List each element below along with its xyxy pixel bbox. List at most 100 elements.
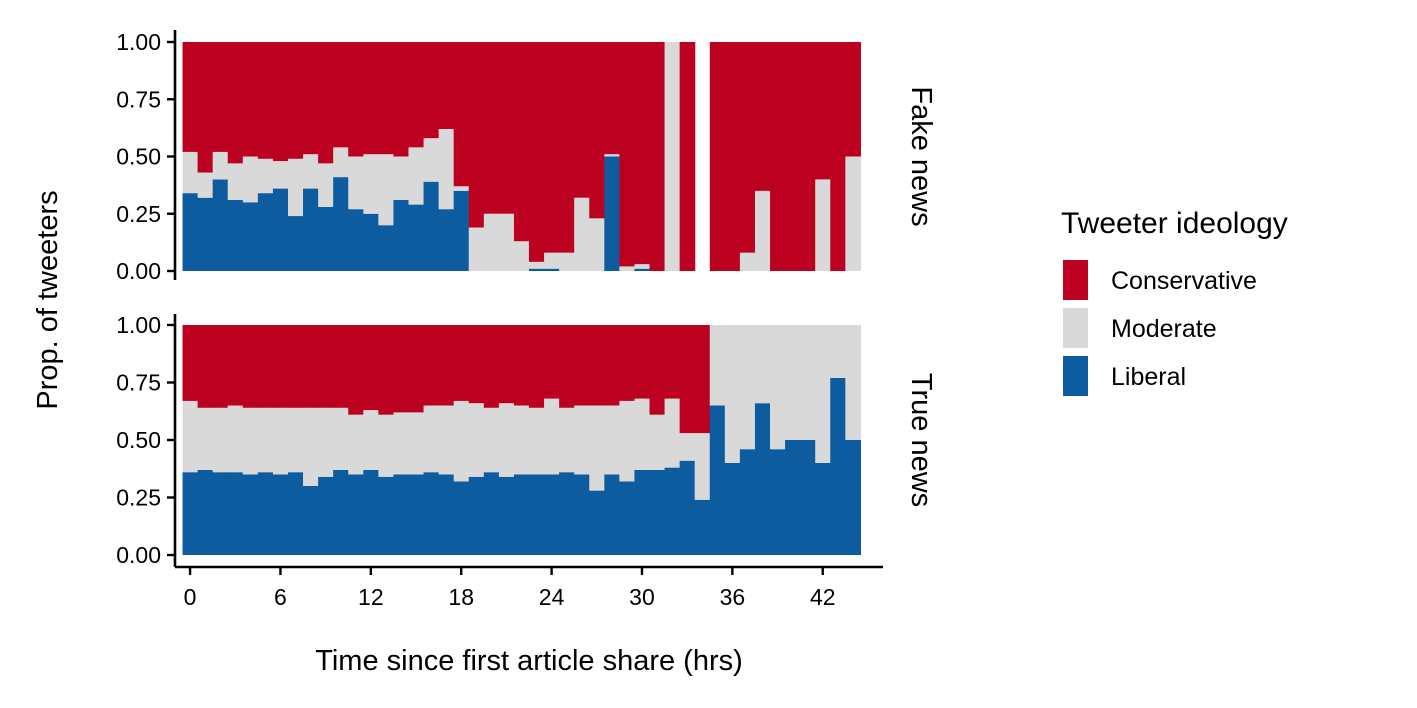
bar-moderate bbox=[363, 154, 379, 214]
bar-moderate bbox=[559, 407, 575, 473]
bar-moderate bbox=[227, 163, 244, 201]
bar-conservative bbox=[468, 42, 485, 228]
x-axis-title: Time since first article share (hrs) bbox=[315, 645, 743, 677]
bar-conservative bbox=[800, 42, 816, 271]
bar-liberal bbox=[408, 204, 425, 271]
x-tick-label: 24 bbox=[539, 584, 565, 610]
bar-liberal bbox=[212, 179, 229, 271]
bar-moderate bbox=[513, 405, 530, 475]
bar-liberal bbox=[544, 268, 560, 271]
bar-liberal bbox=[649, 469, 666, 555]
bar-moderate bbox=[393, 412, 410, 475]
y-tick-label: 0.25 bbox=[116, 201, 161, 227]
bar-conservative bbox=[212, 325, 229, 408]
bar-liberal bbox=[378, 225, 395, 271]
bar-liberal bbox=[333, 177, 349, 271]
bar-moderate bbox=[604, 405, 620, 475]
bar-conservative bbox=[393, 42, 410, 157]
bar-moderate bbox=[257, 407, 274, 473]
bar-conservative bbox=[513, 325, 530, 406]
bar-moderate bbox=[408, 147, 425, 205]
bar-conservative bbox=[227, 325, 244, 406]
bar-liberal bbox=[453, 481, 470, 555]
bar-liberal bbox=[438, 474, 455, 555]
bar-liberal bbox=[574, 474, 590, 555]
bar-conservative bbox=[483, 325, 500, 408]
bar-moderate bbox=[423, 138, 440, 182]
bar-conservative bbox=[303, 42, 319, 155]
bar-moderate bbox=[739, 325, 756, 450]
bar-liberal bbox=[257, 472, 274, 555]
bar-conservative bbox=[649, 42, 666, 271]
bar-moderate bbox=[318, 163, 334, 207]
bar-moderate bbox=[544, 398, 560, 475]
bar-moderate bbox=[453, 400, 470, 482]
bar-moderate bbox=[272, 407, 289, 475]
y-tick-label: 0.00 bbox=[116, 258, 161, 284]
bar-conservative bbox=[754, 42, 771, 191]
bar-moderate bbox=[544, 252, 560, 269]
bar-moderate bbox=[739, 252, 756, 271]
bar-liberal bbox=[724, 463, 741, 555]
bar-conservative bbox=[619, 42, 636, 267]
bar-conservative bbox=[739, 42, 756, 253]
bar-moderate bbox=[348, 414, 364, 475]
legend-label-moderate: Moderate bbox=[1111, 315, 1217, 343]
bar-moderate bbox=[529, 407, 545, 475]
bar-moderate bbox=[227, 405, 244, 473]
bar-moderate bbox=[724, 325, 741, 463]
bar-liberal bbox=[272, 474, 289, 555]
bar-conservative bbox=[272, 325, 289, 408]
bar-conservative bbox=[604, 42, 620, 155]
bar-conservative bbox=[272, 42, 289, 162]
bar-moderate bbox=[559, 252, 575, 271]
bar-conservative bbox=[498, 325, 515, 404]
legend-label-liberal: Liberal bbox=[1111, 363, 1186, 391]
bar-conservative bbox=[845, 42, 861, 157]
bar-moderate bbox=[754, 325, 771, 404]
legend-swatch-liberal bbox=[1063, 356, 1088, 396]
bar-moderate bbox=[483, 407, 500, 473]
bar-moderate bbox=[272, 161, 289, 189]
bar-moderate bbox=[649, 414, 666, 470]
bar-conservative bbox=[303, 325, 319, 408]
x-tick-label: 0 bbox=[184, 584, 197, 610]
bar-conservative bbox=[363, 325, 379, 411]
bar-moderate bbox=[498, 213, 515, 271]
y-tick-label: 0.75 bbox=[116, 370, 161, 396]
y-tick-label: 0.00 bbox=[116, 542, 161, 568]
bar-conservative bbox=[333, 325, 349, 408]
bar-moderate bbox=[800, 325, 816, 440]
bar-moderate bbox=[363, 410, 379, 470]
bar-liberal bbox=[363, 469, 379, 555]
bar-liberal bbox=[589, 490, 605, 555]
bar-liberal bbox=[679, 460, 696, 555]
bar-conservative bbox=[197, 325, 214, 408]
bar-conservative bbox=[423, 325, 440, 406]
bar-conservative bbox=[649, 325, 666, 415]
bar-liberal bbox=[634, 469, 651, 555]
bar-conservative bbox=[453, 325, 470, 401]
bar-liberal bbox=[498, 476, 515, 555]
bar-liberal bbox=[318, 476, 334, 555]
bar-liberal bbox=[212, 472, 229, 555]
bar-conservative bbox=[197, 42, 214, 173]
chart-panels: 0.00 0.25 0.50 0.75 1.00 Fake news 0.00 0.25 0.5… bbox=[116, 29, 937, 610]
bar-conservative bbox=[529, 325, 545, 408]
bar-moderate bbox=[182, 400, 199, 473]
bar-conservative bbox=[634, 325, 651, 399]
bar-liberal bbox=[453, 190, 470, 271]
bar-liberal bbox=[257, 193, 274, 271]
bar-moderate bbox=[378, 154, 395, 226]
bar-moderate bbox=[197, 407, 214, 470]
bar-conservative bbox=[423, 42, 440, 139]
bar-conservative bbox=[785, 42, 801, 271]
bar-liberal bbox=[845, 440, 861, 555]
bar-conservative bbox=[664, 325, 681, 399]
bar-conservative bbox=[468, 325, 485, 404]
bar-conservative bbox=[257, 325, 274, 408]
bar-moderate bbox=[257, 158, 274, 194]
panel-strip-label: True news bbox=[905, 373, 937, 507]
bar-liberal bbox=[739, 449, 756, 555]
